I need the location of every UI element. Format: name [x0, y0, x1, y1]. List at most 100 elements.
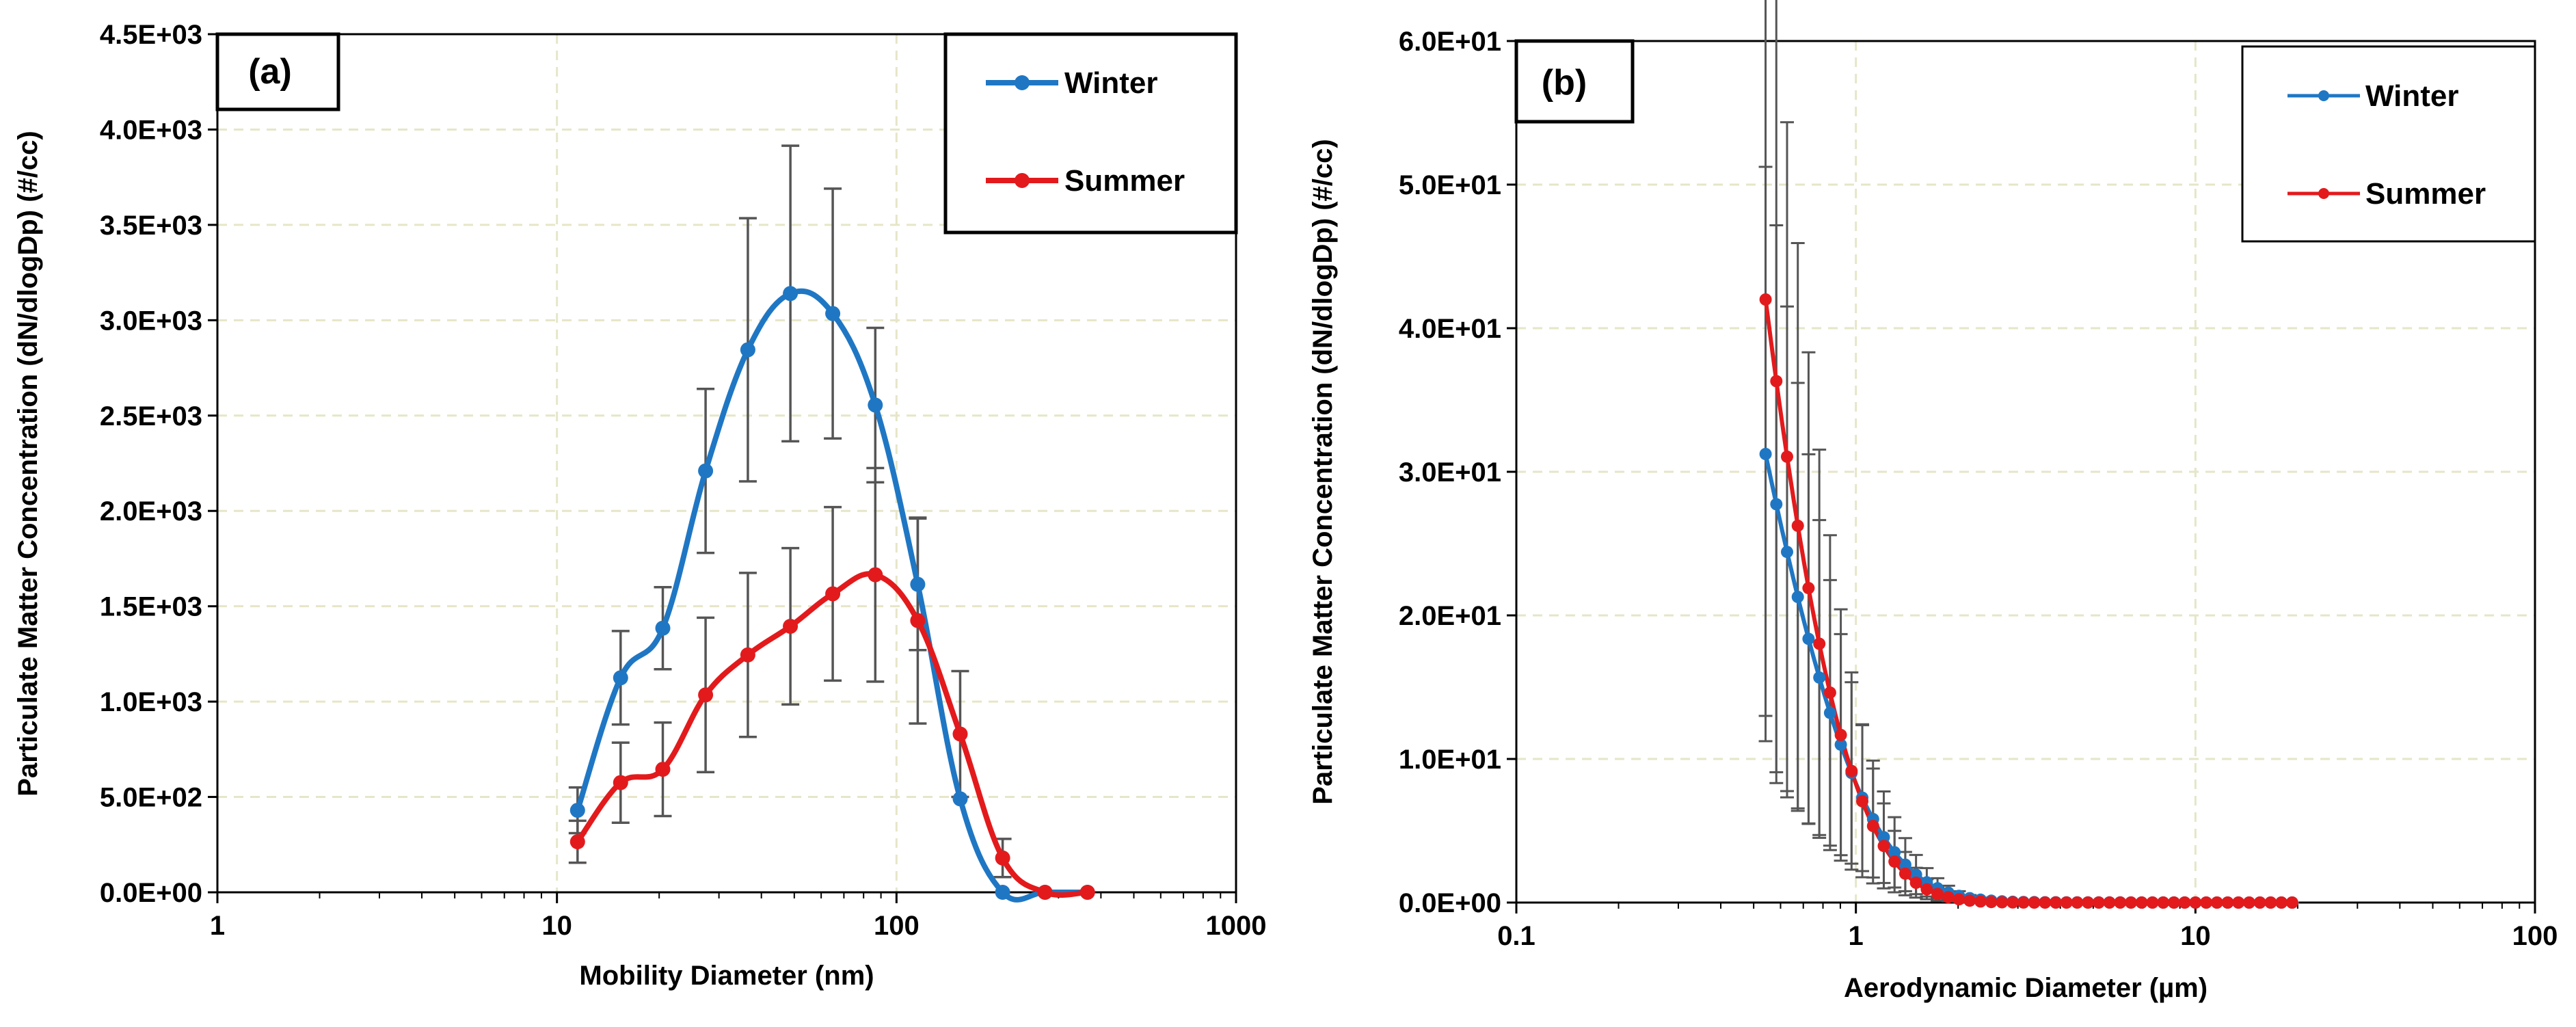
panel-label-box-a: (a): [215, 32, 340, 111]
point-summer-a: [613, 775, 628, 790]
y-tick-label-a: 1.0E+03: [100, 687, 202, 717]
point-winter-b: [1877, 831, 1890, 844]
point-summer-a: [995, 850, 1010, 866]
point-summer-b: [1963, 894, 1976, 907]
point-summer-b: [1985, 896, 1998, 909]
y-tick-label-b: 1.0E+01: [1399, 745, 1501, 775]
point-summer-b: [2253, 896, 2266, 909]
point-winter-a: [995, 885, 1010, 900]
legend-marker-summer-a: [1015, 173, 1030, 188]
point-winter-b: [1834, 738, 1847, 751]
point-summer-a: [1079, 885, 1095, 900]
legend-b: Winter Summer: [2241, 45, 2536, 243]
y-tick-label-b: 3.0E+01: [1399, 457, 1501, 488]
point-summer-b: [2275, 896, 2288, 909]
point-summer-b: [1942, 891, 1955, 904]
point-winter-a: [698, 463, 714, 479]
point-summer-a: [783, 619, 799, 634]
legend-a: Winter Summer: [943, 32, 1238, 235]
tick-labels-a: 1 10 100 1000 0.0E+00 5.0E+02 1.0E+03 1.5E+03 2.…: [100, 20, 1267, 941]
panel-label-box-b: (b): [1514, 39, 1635, 124]
point-winter-a: [825, 306, 841, 321]
point-summer-b: [2221, 896, 2234, 909]
point-summer-b: [2242, 896, 2255, 909]
point-winter-b: [1791, 591, 1804, 603]
point-summer-a: [952, 726, 968, 742]
grid-a: [217, 34, 1236, 892]
point-winter-b: [1813, 671, 1826, 684]
point-summer-a: [698, 687, 714, 703]
point-summer-b: [1834, 728, 1847, 741]
point-winter-b: [1759, 448, 1772, 460]
errorbars-b: [1758, 0, 2299, 904]
y-tick-label-b: 4.0E+01: [1399, 314, 1501, 344]
legend-label-winter-a: Winter: [1064, 66, 1158, 100]
point-summer-a: [655, 762, 671, 777]
y-tick-label-a: 2.5E+03: [100, 401, 202, 431]
x-axis-title-a: Mobility Diameter (nm): [579, 961, 874, 991]
y-axis-title-b: Particulate Matter Concentration (dN/dlo…: [1308, 139, 1338, 804]
point-summer-b: [1866, 820, 1879, 832]
y-tick-label-b: 0.0E+00: [1399, 888, 1501, 918]
point-summer-a: [910, 613, 926, 628]
y-tick-label-a: 3.0E+03: [100, 306, 202, 336]
point-winter-a: [910, 576, 926, 592]
tick-labels-b: 0.1 1 10 100 0.0E+00 1.0E+01 2.0E+01 3.0E+01 4.0…: [1399, 27, 2558, 951]
x-tick-label-b: 1: [1849, 921, 1864, 951]
point-summer-b: [1813, 637, 1826, 650]
series-points-a: [569, 286, 1095, 900]
point-summer-b: [1781, 450, 1793, 463]
legend-label-summer-b: Summer: [2365, 177, 2486, 211]
point-summer-b: [2017, 896, 2030, 909]
point-summer-b: [1931, 888, 1944, 901]
x-tick-label-a: 10: [541, 911, 572, 941]
plot-frame-a: [216, 33, 1237, 894]
point-winter-b: [1770, 498, 1783, 511]
x-tick-label-a: 1000: [1206, 911, 1267, 941]
point-summer-b: [2092, 896, 2105, 909]
legend-marker-summer-b: [2318, 188, 2329, 199]
point-summer-b: [2285, 896, 2298, 909]
point-summer-b: [2167, 896, 2180, 909]
point-summer-b: [2114, 896, 2127, 909]
errorbars-a: [568, 144, 1012, 879]
x-tick-label-b: 100: [2512, 921, 2558, 951]
y-tick-label-a: 3.5E+03: [100, 211, 202, 241]
series-points-b: [1759, 293, 2298, 909]
legend-marker-winter-b: [2318, 90, 2329, 101]
point-summer-b: [1802, 582, 1815, 595]
point-summer-a: [868, 567, 883, 583]
point-summer-a: [1037, 885, 1053, 900]
legend-label-summer-a: Summer: [1064, 164, 1185, 198]
point-summer-b: [1996, 896, 2009, 909]
point-summer-b: [1909, 877, 1922, 889]
point-summer-b: [1856, 795, 1868, 808]
point-summer-b: [2210, 896, 2223, 909]
point-summer-b: [2200, 896, 2213, 909]
point-summer-b: [2007, 896, 2020, 909]
point-summer-b: [1823, 686, 1836, 699]
point-summer-b: [1974, 895, 1987, 908]
x-axis-title-b: Aerodynamic Diameter (µm): [1844, 973, 2208, 1003]
y-tick-label-b: 2.0E+01: [1399, 601, 1501, 631]
point-summer-b: [1920, 883, 1933, 896]
point-summer-b: [2050, 896, 2062, 909]
point-summer-b: [2060, 896, 2073, 909]
point-winter-b: [1802, 632, 1815, 645]
x-tick-label-b: 10: [2180, 921, 2211, 951]
ticks-a: [208, 33, 1237, 903]
x-tick-label-a: 1: [210, 911, 225, 941]
point-summer-b: [1953, 893, 1965, 906]
point-winter-b: [1823, 706, 1836, 719]
legend-label-winter-b: Winter: [2365, 79, 2459, 113]
point-summer-a: [825, 586, 841, 602]
chart-panel-a: 1 10 100 1000 0.0E+00 5.0E+02 1.0E+03 1.5E+03 2.…: [13, 20, 1266, 991]
point-winter-b: [1899, 858, 1911, 871]
y-tick-label-a: 1.5E+03: [100, 592, 202, 622]
point-summer-b: [2071, 896, 2084, 909]
point-winter-a: [952, 791, 968, 807]
y-tick-label-b: 6.0E+01: [1399, 27, 1501, 57]
chart-panel-b: 0.1 1 10 100 0.0E+00 1.0E+01 2.0E+01 3.0E+01 4.0…: [1308, 0, 2558, 1003]
point-summer-a: [569, 834, 585, 850]
point-winter-a: [783, 286, 799, 302]
